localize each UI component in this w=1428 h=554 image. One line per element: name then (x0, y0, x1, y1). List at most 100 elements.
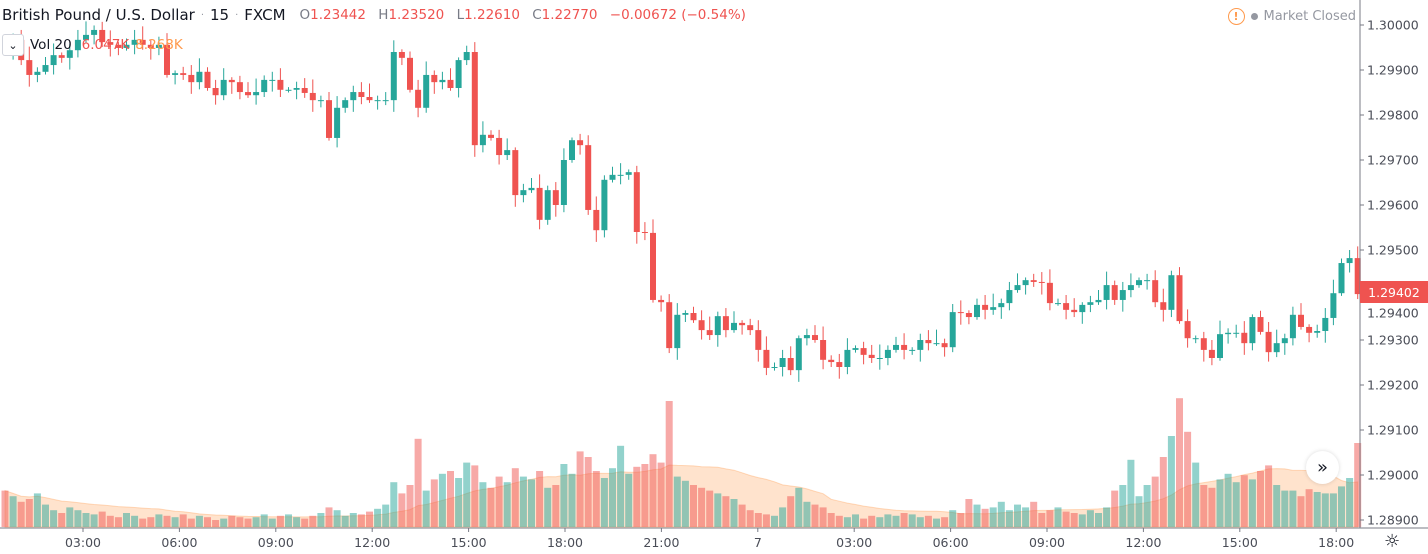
volume-bar (268, 518, 276, 527)
candle (779, 349, 786, 377)
time-axis-label: 15:00 (1221, 535, 1258, 550)
volume-bar (1257, 471, 1264, 527)
candle (666, 294, 673, 354)
volume-bar (625, 473, 633, 527)
candle (1168, 270, 1175, 318)
candle (1338, 258, 1345, 296)
candle-body (941, 343, 948, 348)
candle (747, 318, 754, 336)
candle-body (479, 134, 486, 146)
candle (50, 43, 57, 75)
candle-body (601, 179, 608, 231)
candle-body (1281, 338, 1288, 344)
candle-body (876, 358, 883, 359)
volume-bar (1208, 487, 1216, 527)
volume-bar (495, 476, 503, 527)
volume-bar (1038, 513, 1046, 527)
candle-body (1095, 299, 1102, 303)
candle-body (528, 187, 535, 191)
volume-bar (681, 480, 689, 527)
candle-body (415, 89, 422, 108)
volume-bar (438, 473, 446, 527)
candle-body (91, 29, 98, 35)
candle-body (731, 322, 737, 331)
volume-bar (949, 510, 957, 527)
candle-body (431, 74, 438, 83)
candle (463, 45, 470, 66)
candle (771, 362, 778, 371)
candle (755, 320, 762, 362)
candle (520, 183, 527, 203)
volume-bar (544, 487, 552, 527)
gear-icon[interactable]: ☼ (1384, 531, 1401, 552)
price-axis-label: 1.29900 (1367, 62, 1419, 78)
candle-body (1354, 258, 1361, 295)
warning-icon[interactable]: ! (1227, 8, 1245, 25)
candle-body (706, 330, 713, 336)
high-key: H (378, 7, 389, 23)
volume-bar (706, 490, 714, 527)
close-key: C (532, 7, 542, 23)
candle-body (488, 134, 494, 138)
candle-body (455, 60, 462, 88)
volume-bar (1329, 493, 1337, 527)
candle-body (155, 44, 162, 48)
candle-body (1006, 290, 1013, 304)
candle-body (884, 349, 891, 358)
candle-body (26, 60, 33, 75)
candle (398, 49, 405, 66)
candle-body (998, 303, 1005, 308)
volume-bar (892, 515, 900, 527)
candle (901, 333, 908, 360)
double-chevron-right-icon[interactable]: » (1306, 451, 1339, 484)
candle-body (560, 160, 567, 205)
volume-bar (771, 515, 778, 527)
volume-bar (730, 499, 738, 527)
candle (488, 130, 494, 141)
candle (269, 71, 276, 92)
candle (1192, 335, 1199, 344)
candle-body (1257, 317, 1264, 332)
volume-bar (1022, 507, 1030, 527)
volume-bar (835, 515, 843, 527)
volume-bar (779, 507, 787, 527)
candle (577, 133, 584, 155)
candle-body (496, 137, 503, 156)
price-axis-label: 1.29500 (1367, 242, 1419, 258)
volume-bar (1014, 504, 1021, 527)
symbol-name[interactable]: British Pound / U.S. Dollar (2, 6, 195, 24)
volume-bar (1240, 475, 1248, 527)
candle (374, 95, 381, 110)
volume-bar (90, 514, 98, 527)
volume-bar (163, 515, 171, 527)
volume-bar (803, 501, 811, 527)
volume-bar (260, 514, 268, 527)
volume-bar (592, 471, 600, 527)
volume-bar (884, 514, 892, 527)
candle (812, 325, 818, 343)
candle (301, 78, 308, 98)
candle-body (390, 52, 397, 101)
price-axis-label: 1.30000 (1367, 17, 1419, 33)
candle (139, 26, 146, 50)
candle-body (893, 344, 899, 350)
candle-body (1022, 280, 1029, 286)
volume-bar (552, 485, 560, 527)
candle (123, 38, 130, 51)
candle (690, 306, 697, 323)
volume-bar (1135, 496, 1143, 527)
volume-bar (584, 457, 592, 527)
candle-body (277, 79, 284, 90)
time-axis-label: 12:00 (354, 535, 391, 550)
volume-label[interactable]: Vol 20 (30, 37, 72, 53)
candle-body (42, 65, 49, 72)
volume-bar (1111, 490, 1119, 527)
chevron-down-icon[interactable]: ⌄ (2, 34, 24, 56)
candle-body (1249, 317, 1256, 344)
candle-body (820, 340, 827, 360)
candle (1006, 281, 1013, 311)
candle (844, 338, 851, 375)
candle-body (1087, 302, 1094, 305)
volume-bar (860, 518, 868, 527)
